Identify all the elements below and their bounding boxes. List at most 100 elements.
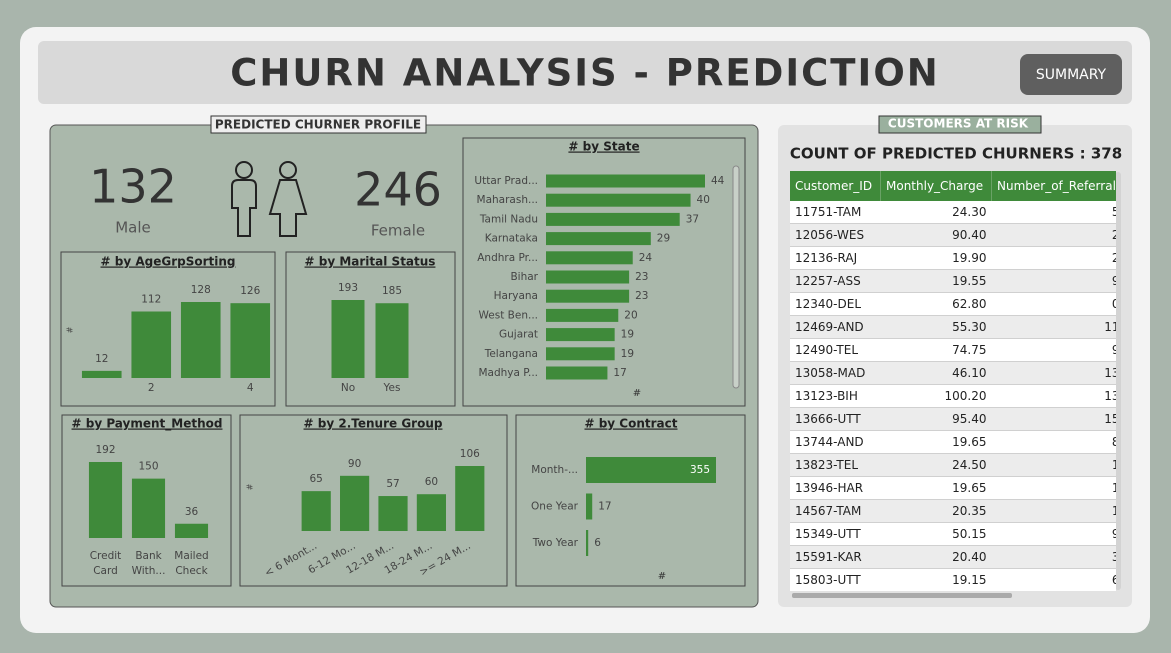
header-bar (38, 41, 1132, 104)
table-row: 13666-UTT 95.40 15 (790, 407, 1116, 431)
header-row: Customer_ID Monthly_Charge Number_of_Refer… (790, 171, 1116, 201)
table-row: 13123-BIH 100.20 13 (790, 384, 1116, 408)
data-label: 23 (635, 271, 648, 283)
bar (230, 303, 271, 378)
data-label: 40 (697, 194, 710, 206)
female-label: Female (371, 222, 425, 240)
table-row: 12490-TEL 74.75 9 (790, 338, 1116, 362)
y-tick-label: Haryana (494, 290, 538, 302)
table-cell: 15803-UTT (790, 568, 881, 591)
x-tick-label: 4 (247, 382, 254, 394)
data-label: 192 (95, 444, 115, 456)
table-cell: 20.40 (880, 545, 992, 569)
data-label: 12 (95, 353, 108, 365)
y-tick-label: West Ben... (479, 309, 538, 321)
table-cell: 13058-MAD (790, 361, 881, 385)
profile-tag (210, 115, 427, 134)
y-tick-label: Uttar Prad... (474, 175, 538, 187)
bar (546, 328, 615, 342)
bar (546, 193, 691, 207)
male-count: 132 (89, 160, 177, 214)
table-cell: 12490-TEL (790, 338, 881, 362)
bar (546, 366, 608, 380)
table-container: Customer_ID Monthly_Charge Number_of_Refer… (790, 171, 1116, 591)
x-tick-label: Yes (383, 382, 401, 394)
table-cell: 6 (991, 568, 1116, 591)
table-cell: 1 (991, 499, 1116, 523)
table-row: 15803-UTT 19.15 6 (790, 568, 1116, 591)
table-cell: 13666-UTT (790, 407, 881, 431)
table-cell: 5 (991, 201, 1116, 224)
bar (586, 530, 589, 556)
data-label: 128 (191, 284, 211, 296)
risk-tag (878, 115, 1042, 134)
bar (546, 232, 651, 246)
table-cell: 24.50 (880, 453, 992, 477)
page-title: CHURN ANALYSIS - PREDICTION (230, 52, 939, 95)
chart-title: # by Payment_Method (72, 417, 223, 432)
x-tick-label: 2 (148, 382, 155, 394)
table-row: 12136-RAJ 19.90 2 (790, 246, 1116, 270)
table-cell: 14567-TAM (790, 499, 881, 523)
data-label: 355 (690, 464, 710, 476)
table-cell: 2 (991, 223, 1116, 247)
table-cell: 13744-AND (790, 430, 881, 454)
table-cell: 46.10 (880, 361, 992, 385)
data-label: 6 (594, 537, 601, 549)
chart-title: # by Contract (584, 417, 677, 431)
bar (131, 311, 172, 378)
table-cell: 12469-AND (790, 315, 881, 339)
summary-button[interactable]: SUMMARY (1020, 54, 1122, 95)
column-header: Customer_ID (790, 171, 881, 201)
y-tick-label: Karnataka (485, 233, 538, 245)
people-icon (231, 161, 308, 237)
x-tick-label: No (341, 382, 355, 394)
table-cell: 11751-TAM (790, 201, 881, 224)
table-cell: 13 (991, 361, 1116, 385)
table-body: 11751-TAM 24.30 5 12056-WES 90.40 2 12136-RAJ 1… (790, 201, 1116, 591)
table-cell: 19.65 (880, 476, 992, 500)
table-row: 15349-UTT 50.15 9 (790, 522, 1116, 546)
profile-title: PREDICTED CHURNER PROFILE (215, 118, 421, 132)
bar (174, 523, 209, 538)
bar (375, 303, 409, 378)
data-label: 19 (621, 348, 634, 360)
table-cell: 13946-HAR (790, 476, 881, 500)
bar (331, 300, 365, 378)
table-cell: 19.90 (880, 246, 992, 270)
data-label: 23 (635, 290, 648, 302)
table-cell: 74.75 (880, 338, 992, 362)
table-cell: 12340-DEL (790, 292, 881, 316)
data-label: 150 (138, 461, 158, 473)
bar (586, 493, 593, 520)
female-count: 246 (354, 163, 442, 217)
table-cell: 13823-TEL (790, 453, 881, 477)
bar (81, 370, 122, 378)
table-cell: 8 (991, 430, 1116, 454)
y-tick-label: Madhya P... (478, 367, 538, 379)
table-row: 13823-TEL 24.50 1 (790, 453, 1116, 477)
data-label: 24 (639, 252, 653, 264)
y-tick-label: Tamil Nadu (479, 213, 538, 225)
data-label: 185 (382, 285, 402, 297)
table-cell: 0 (991, 292, 1116, 316)
table-cell: 50.15 (880, 522, 992, 546)
male-label: Male (115, 219, 151, 237)
table-cell: 9 (991, 269, 1116, 293)
h-scrollbar (792, 593, 1012, 598)
table-cell: 1 (991, 476, 1116, 500)
y-tick-label: Two Year (532, 537, 579, 549)
chart-title: # by Marital Status (305, 255, 436, 269)
data-label: 57 (386, 478, 399, 490)
table-row: 11751-TAM 24.30 5 (790, 201, 1116, 224)
bar (586, 457, 716, 483)
axis-label: # (658, 571, 666, 582)
bar (546, 270, 630, 284)
table-cell: 24.30 (880, 201, 992, 224)
table-row: 12469-AND 55.30 11 (790, 315, 1116, 339)
table-cell: 55.30 (880, 315, 992, 339)
table-cell: 13 (991, 384, 1116, 408)
table-row: 15591-KAR 20.40 3 (790, 545, 1116, 569)
data-label: 90 (348, 458, 361, 470)
